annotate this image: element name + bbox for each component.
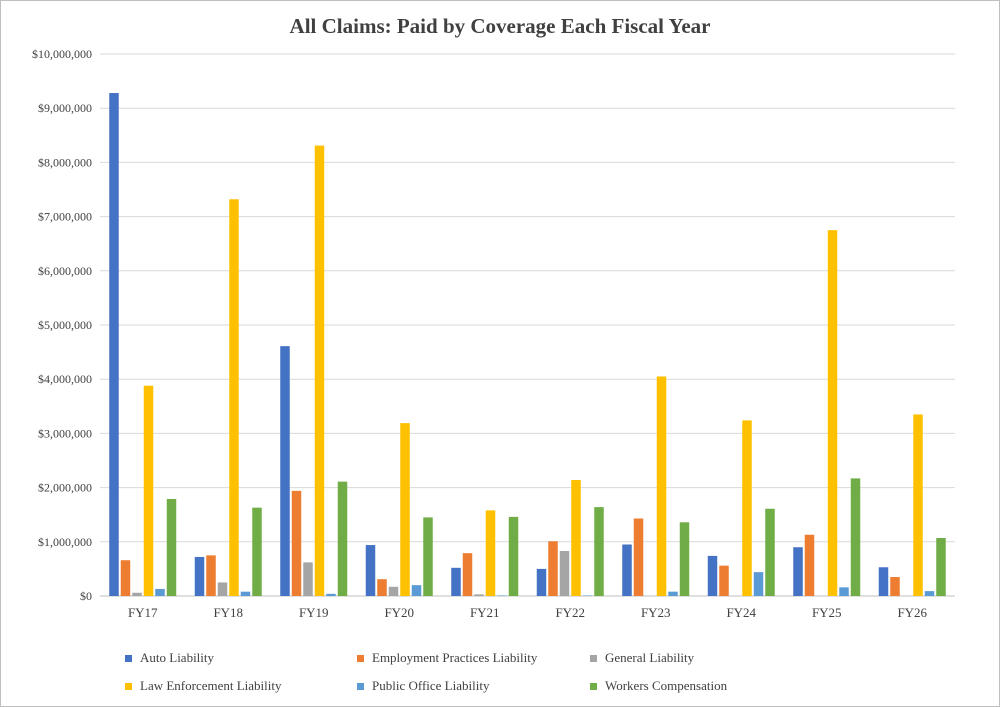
- bar-law-enforcement-liability-fy19: [314, 145, 325, 596]
- legend-swatch: [590, 682, 597, 690]
- bar-law-enforcement-liability-fy25: [827, 230, 838, 596]
- x-tick-label: FY18: [213, 605, 243, 620]
- y-tick-label: $7,000,000: [38, 210, 92, 224]
- legend-swatch: [590, 654, 597, 662]
- bar-public-office-liability-fy21: [497, 595, 507, 596]
- y-tick-label: $6,000,000: [38, 264, 92, 278]
- bar-law-enforcement-liability-fy18: [229, 199, 239, 597]
- y-tick-label: $2,000,000: [38, 481, 92, 495]
- x-tick-label: FY25: [812, 605, 842, 620]
- bar-workers-compensation-fy25: [850, 478, 861, 596]
- bar-employment-practices-liability-fy17: [120, 560, 131, 596]
- y-tick-label: $0: [80, 589, 92, 603]
- bar-public-office-liability-fy18: [240, 591, 251, 596]
- bar-public-office-liability-fy25: [839, 587, 849, 596]
- bar-auto-liability-fy20: [365, 545, 376, 596]
- bar-workers-compensation-fy22: [594, 507, 604, 596]
- bar-general-liability-fy17: [132, 592, 142, 596]
- legend-item: Workers Compensation: [590, 678, 727, 694]
- bar-employment-practices-liability-fy22: [548, 541, 558, 596]
- bar-employment-practices-liability-fy24: [719, 565, 729, 596]
- bar-public-office-liability-fy23: [668, 591, 678, 596]
- bar-public-office-liability-fy20: [411, 585, 422, 596]
- x-tick-label: FY17: [128, 605, 158, 620]
- bar-public-office-liability-fy26: [924, 591, 935, 596]
- chart-title: All Claims: Paid by Coverage Each Fiscal…: [289, 14, 711, 38]
- bar-law-enforcement-liability-fy22: [571, 480, 581, 596]
- bar-employment-practices-liability-fy20: [377, 579, 387, 596]
- bar-law-enforcement-liability-fy20: [400, 423, 410, 596]
- bar-auto-liability-fy19: [280, 346, 290, 596]
- legend-swatch: [125, 654, 132, 662]
- legend-swatch: [357, 654, 364, 662]
- x-tick-label: FY21: [470, 605, 500, 620]
- y-tick-label: $3,000,000: [38, 426, 92, 440]
- y-tick-label: $8,000,000: [38, 155, 92, 169]
- bar-auto-liability-fy17: [109, 93, 119, 597]
- bar-employment-practices-liability-fy18: [206, 555, 216, 596]
- bar-workers-compensation-fy21: [508, 516, 519, 596]
- bar-auto-liability-fy23: [622, 544, 632, 596]
- legend-swatch: [125, 682, 132, 690]
- bar-general-liability-fy22: [559, 551, 570, 596]
- bar-employment-practices-liability-fy19: [291, 490, 302, 596]
- legend-item: Employment Practices Liability: [357, 650, 537, 666]
- x-tick-label: FY23: [641, 605, 671, 620]
- legend-label: Auto Liability: [140, 650, 215, 665]
- bar-law-enforcement-liability-fy17: [143, 385, 154, 596]
- bar-general-liability-fy21: [474, 594, 484, 596]
- bar-public-office-liability-fy22: [582, 595, 593, 596]
- bar-general-liability-fy19: [303, 562, 313, 596]
- bar-law-enforcement-liability-fy23: [656, 376, 667, 596]
- legend-label: Workers Compensation: [605, 678, 728, 693]
- bar-law-enforcement-liability-fy21: [485, 510, 496, 596]
- y-tick-label: $5,000,000: [38, 318, 92, 332]
- legend-swatch: [357, 682, 364, 690]
- bar-law-enforcement-liability-fy24: [742, 420, 752, 596]
- bar-workers-compensation-fy20: [423, 517, 433, 596]
- bar-employment-practices-liability-fy21: [462, 553, 473, 596]
- bar-workers-compensation-fy23: [679, 522, 690, 596]
- bar-public-office-liability-fy24: [753, 572, 764, 596]
- y-tick-label: $1,000,000: [38, 535, 92, 549]
- legend-label: Employment Practices Liability: [372, 650, 538, 665]
- x-tick-label: FY20: [384, 605, 414, 620]
- x-tick-label: FY24: [726, 605, 756, 620]
- y-tick-label: $4,000,000: [38, 372, 92, 386]
- bar-employment-practices-liability-fy25: [804, 534, 815, 596]
- x-tick-label: FY19: [299, 605, 329, 620]
- bar-workers-compensation-fy18: [252, 507, 262, 596]
- bar-employment-practices-liability-fy26: [890, 577, 900, 596]
- bar-auto-liability-fy22: [536, 568, 547, 596]
- bar-auto-liability-fy25: [793, 547, 803, 596]
- legend-item: Auto Liability: [125, 650, 214, 666]
- bar-general-liability-fy20: [388, 586, 399, 596]
- bar-workers-compensation-fy24: [765, 508, 775, 596]
- x-tick-label: FY26: [897, 605, 927, 620]
- bar-public-office-liability-fy17: [155, 588, 165, 596]
- bar-public-office-liability-fy19: [326, 593, 336, 596]
- bar-law-enforcement-liability-fy26: [913, 414, 923, 596]
- bar-general-liability-fy18: [217, 582, 228, 596]
- legend-item: General Liability: [590, 650, 694, 666]
- legend-item: Public Office Liability: [357, 678, 489, 694]
- y-tick-label: $10,000,000: [32, 47, 92, 61]
- bar-employment-practices-liability-fy23: [633, 518, 644, 596]
- bar-auto-liability-fy21: [451, 567, 461, 596]
- bar-auto-liability-fy24: [707, 555, 718, 596]
- legend-label: General Liability: [605, 650, 695, 665]
- bar-auto-liability-fy18: [194, 556, 205, 596]
- legend-label: Public Office Liability: [372, 678, 490, 693]
- y-tick-label: $9,000,000: [38, 101, 92, 115]
- bar-workers-compensation-fy17: [166, 498, 177, 596]
- legend-item: Law Enforcement Liability: [125, 678, 282, 694]
- legend-label: Law Enforcement Liability: [140, 678, 282, 693]
- bar-workers-compensation-fy26: [936, 538, 946, 596]
- bar-workers-compensation-fy19: [337, 481, 348, 596]
- bar-auto-liability-fy26: [878, 567, 889, 596]
- x-tick-label: FY22: [555, 605, 585, 620]
